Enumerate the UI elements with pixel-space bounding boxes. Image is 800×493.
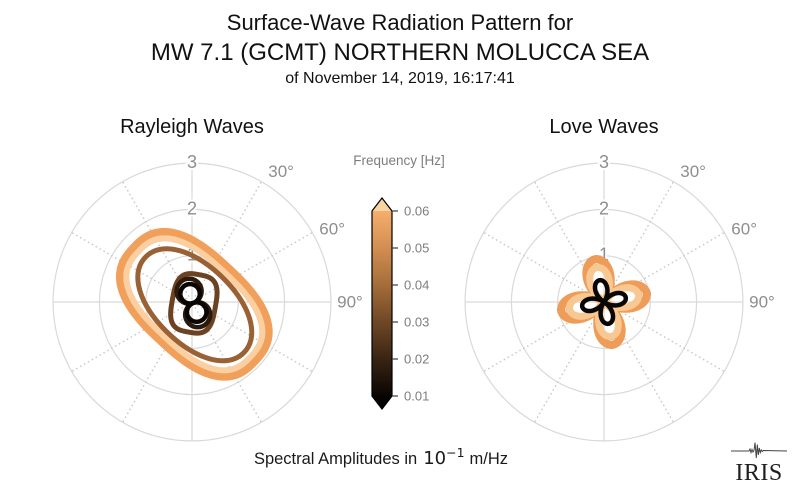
colorbar-tick-label: 0.02 [404, 352, 429, 367]
radiation-pattern-curve [168, 271, 220, 336]
polar-spoke-dotted [533, 307, 602, 424]
iris-logo-text: IRIS [735, 460, 782, 486]
radiation-pattern-curve [579, 277, 629, 327]
polar-spoke-dotted [70, 231, 187, 300]
caption-suffix: m/Hz [469, 450, 509, 468]
polar-spoke-dotted [197, 304, 314, 373]
rayleigh-plot-title: Rayleigh Waves [120, 116, 264, 138]
angle-axis-label: 30° [268, 162, 294, 181]
iris-logo: IRIS [731, 442, 788, 486]
radial-axis-label: 3 [599, 152, 609, 172]
radial-axis-label: 2 [599, 198, 609, 218]
colorbar-tick-label: 0.01 [404, 389, 429, 404]
angle-axis-label: 90° [749, 293, 775, 312]
frequency-colorbar: 0.06 0.05 0.04 0.03 0.02 0.01 [371, 197, 429, 410]
rayleigh-polar-plot: 123 30°60°90° [52, 150, 365, 442]
radiation-pattern-curve [135, 246, 255, 364]
radial-axis-label: 2 [187, 198, 197, 218]
radiation-pattern-curve [178, 281, 209, 325]
polar-spoke-dotted [70, 304, 187, 373]
caption-exponent: −1 [446, 445, 465, 460]
caption-prefix: Spectral Amplitudes in [253, 450, 418, 468]
radiation-pattern-curve [115, 227, 273, 381]
angle-axis-label: 60° [319, 220, 345, 239]
polar-spoke-dotted [482, 231, 599, 300]
figure-subtitle-datetime: of November 14, 2019, 16:17:41 [285, 70, 515, 87]
colorbar-tick-label: 0.03 [404, 315, 429, 330]
colorbar-arrow-bottom [372, 396, 392, 409]
colorbar-tick-label: 0.05 [404, 241, 429, 256]
colorbar-tick-label: 0.06 [404, 204, 429, 219]
colorbar-tick-label: 0.04 [404, 278, 429, 293]
polar-spoke-dotted [606, 180, 675, 297]
colorbar-gradient [372, 211, 392, 396]
polar-spoke-dotted [609, 304, 726, 373]
radiation-pattern-curve [123, 235, 266, 374]
caption-mantissa: 10 [423, 448, 447, 469]
angle-axis-label: 30° [680, 162, 706, 181]
love-polar-plot: 123 30°60°90° [464, 150, 777, 442]
figure-title-line2: MW 7.1 (GCMT) NORTHERN MOLUCCA SEA [150, 39, 650, 66]
love-plot-title: Love Waves [549, 116, 659, 138]
seismogram-trace-icon [731, 442, 788, 459]
figure-title-line1: Surface-Wave Radiation Pattern for [226, 10, 574, 35]
colorbar-title: Frequency [Hz] [353, 153, 445, 168]
radial-axis-label: 3 [187, 152, 197, 172]
angle-axis-label: 60° [731, 220, 757, 239]
angle-axis-label: 90° [337, 293, 363, 312]
amplitude-units-caption: Spectral Amplitudes in 10−1 m/Hz [0, 445, 762, 469]
colorbar-arrow-top [372, 198, 392, 211]
